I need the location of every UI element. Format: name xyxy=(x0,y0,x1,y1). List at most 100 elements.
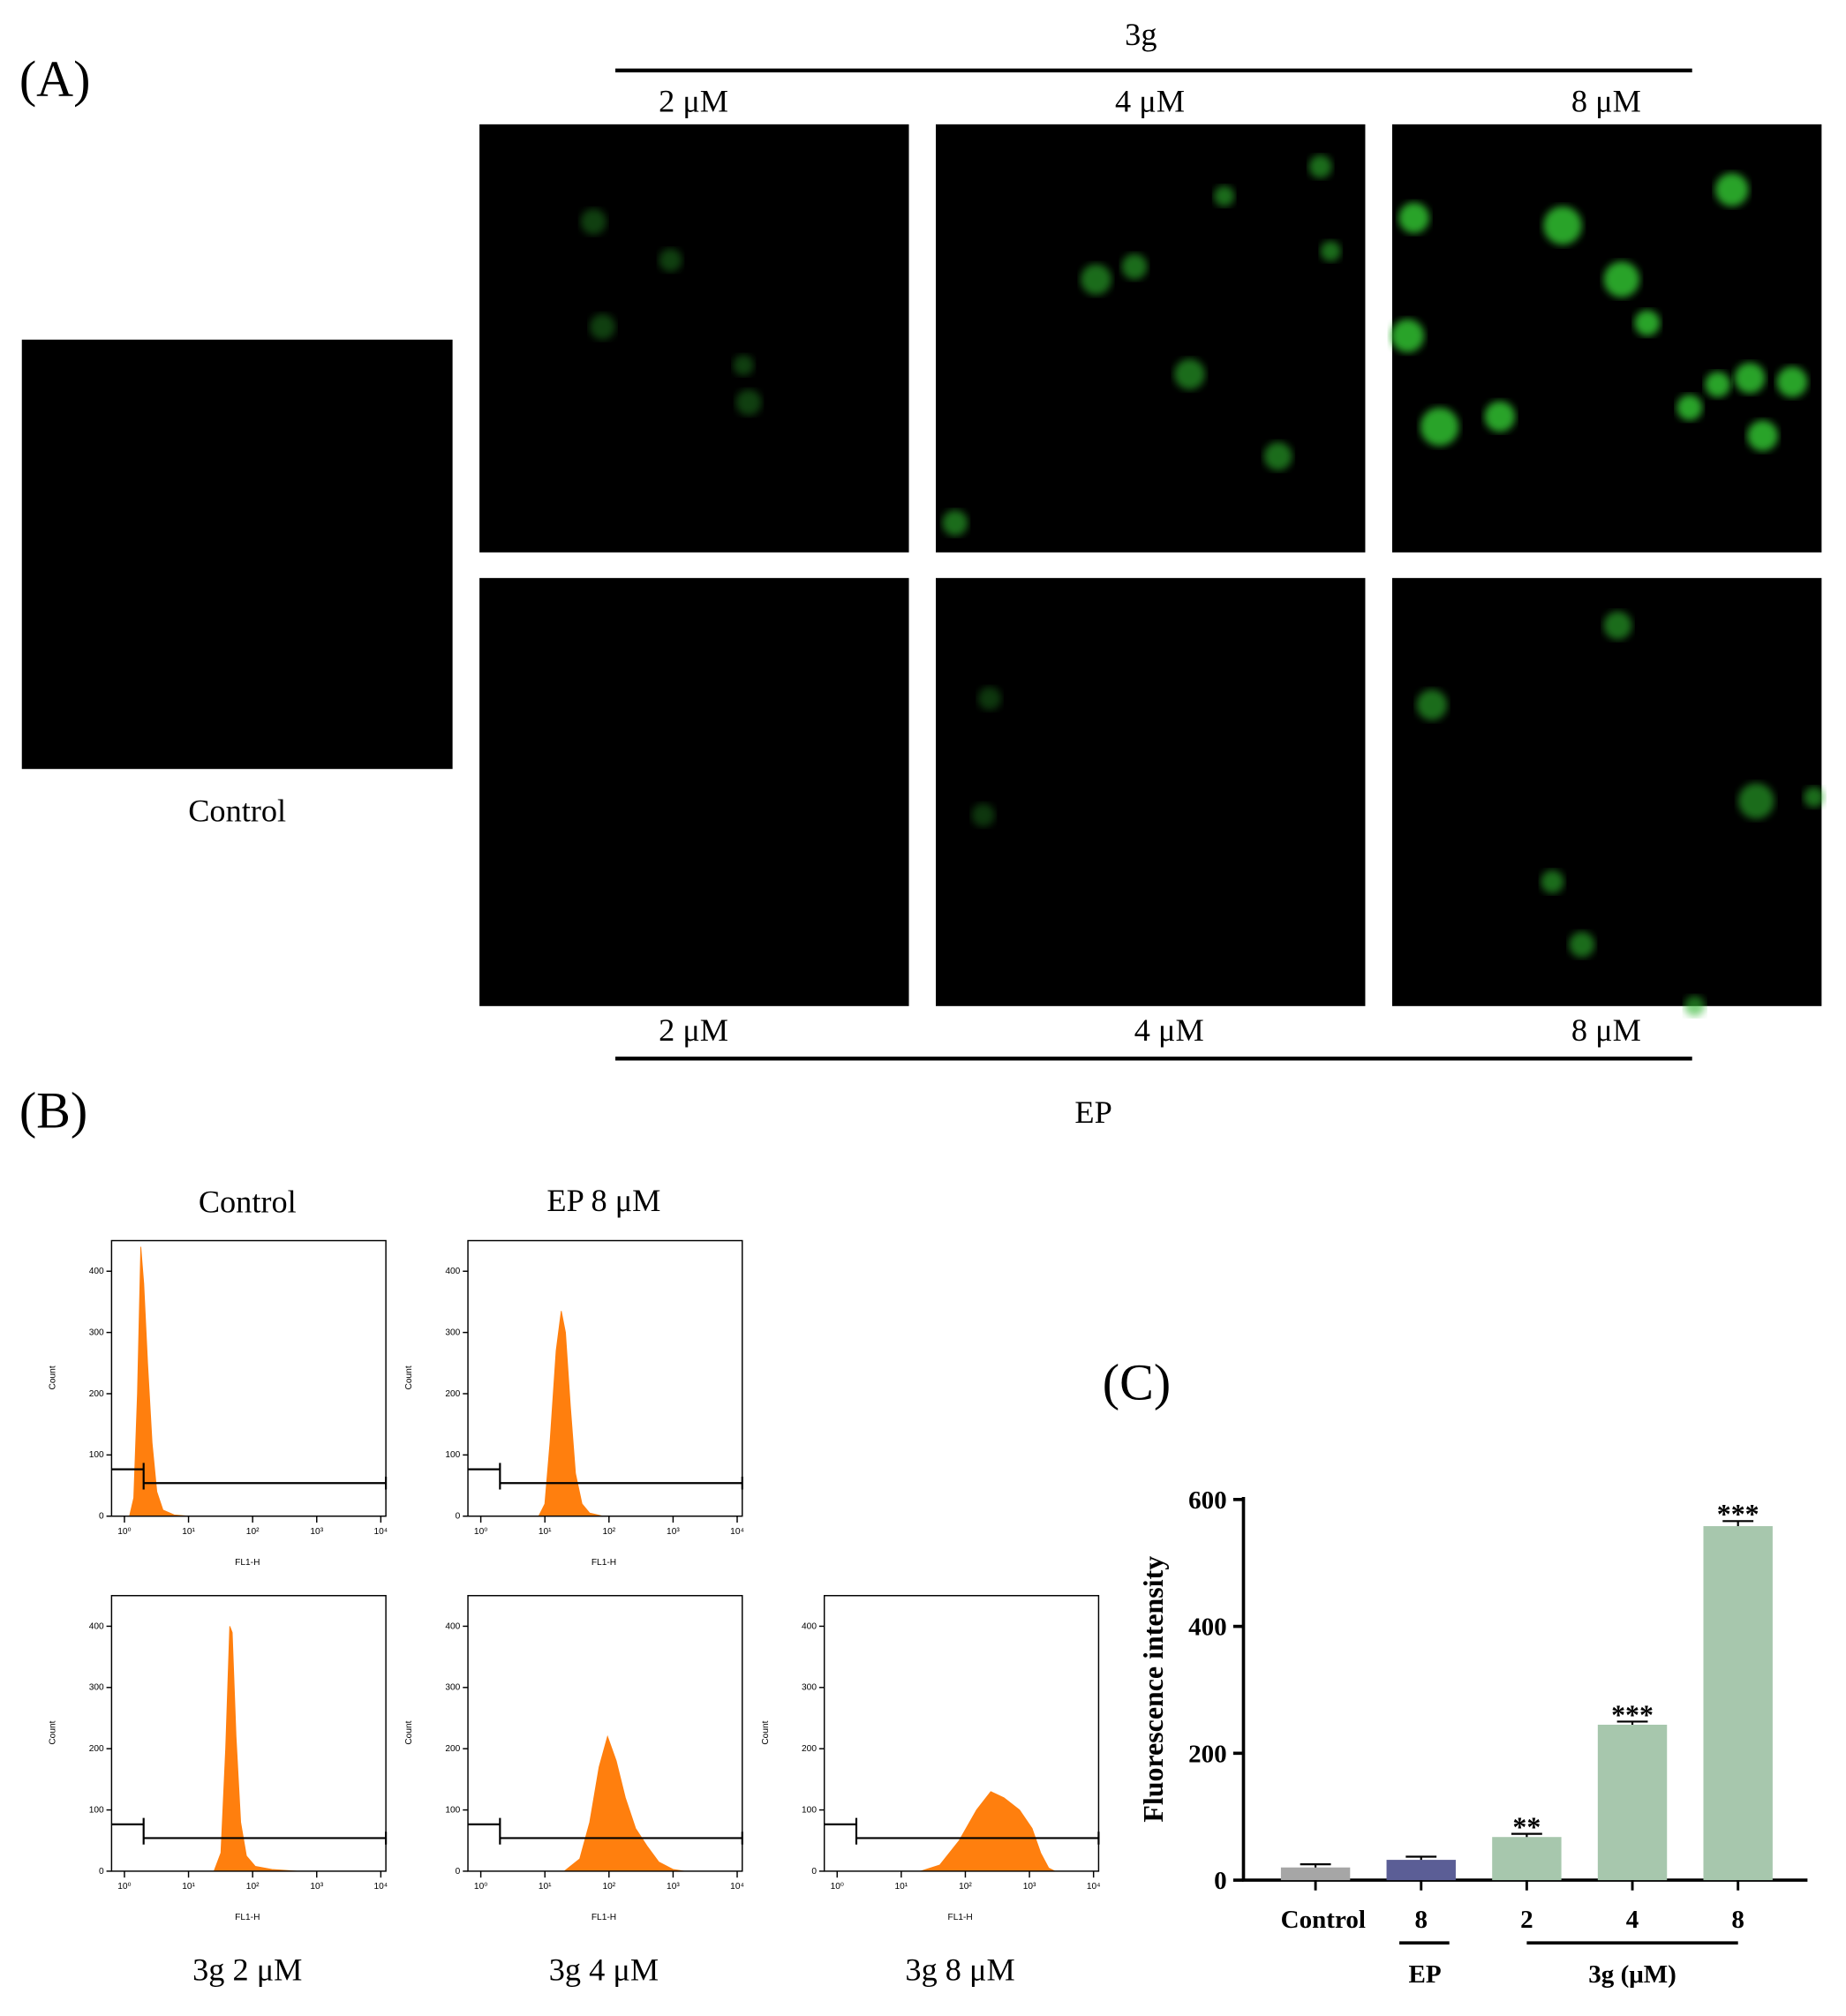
x-tick-label: 10² xyxy=(246,1882,260,1892)
x-tick-label: 10⁴ xyxy=(374,1882,388,1892)
x-tick-label: 10⁰ xyxy=(474,1527,487,1537)
x-tick-label: 10¹ xyxy=(895,1882,908,1892)
x-tick-label: 10¹ xyxy=(539,1882,552,1892)
y-tick-label: 400 xyxy=(445,1621,460,1631)
chart-title: Control xyxy=(199,1185,297,1220)
panel-label: (A) xyxy=(19,50,91,108)
y-axis-label: Count xyxy=(48,1720,57,1744)
column-label: 4 μM xyxy=(1115,83,1185,118)
y-tick-label: 0 xyxy=(456,1867,461,1877)
x-tick-label: 10² xyxy=(246,1527,260,1537)
x-tick-label: 10³ xyxy=(310,1882,323,1892)
error-bar xyxy=(1511,1832,1542,1838)
error-bar xyxy=(1722,1520,1754,1527)
y-tick-label: 100 xyxy=(89,1450,104,1460)
y-tick-label: 300 xyxy=(445,1328,460,1338)
y-axis-label: Count xyxy=(761,1720,771,1744)
x-tick-label: 8 xyxy=(1414,1906,1428,1934)
panel-label: (C) xyxy=(1103,1354,1171,1411)
plot-frame xyxy=(467,1239,743,1517)
column-label: 2 μM xyxy=(659,1012,728,1048)
x-tick-label: 10¹ xyxy=(182,1882,195,1892)
x-tick-label: 10³ xyxy=(667,1527,680,1537)
plot-frame xyxy=(823,1595,1100,1872)
micrograph xyxy=(936,124,1366,553)
x-axis-label: FL1-H xyxy=(235,1558,260,1568)
significance-label: *** xyxy=(1717,1499,1759,1530)
group-label: 3g xyxy=(1125,17,1157,52)
micrograph xyxy=(21,339,453,770)
group-label: EP xyxy=(1074,1095,1111,1130)
y-tick-label: 100 xyxy=(802,1805,817,1815)
group-label: EP xyxy=(1409,1960,1442,1989)
x-tick-label: 2 xyxy=(1520,1906,1533,1934)
histogram-area xyxy=(920,1791,1056,1872)
x-tick-label: 10⁰ xyxy=(474,1882,487,1892)
group-label: 3g (μM) xyxy=(1588,1960,1676,1989)
y-tick-label: 300 xyxy=(802,1683,817,1693)
x-tick-label: 10⁴ xyxy=(374,1527,388,1537)
x-tick-label: 10¹ xyxy=(182,1527,195,1537)
x-tick-label: 8 xyxy=(1731,1906,1744,1934)
plot-frame xyxy=(110,1595,387,1872)
x-tick-label: 10⁰ xyxy=(117,1882,131,1892)
panel-label: (B) xyxy=(19,1082,87,1140)
y-tick-label: 200 xyxy=(1188,1741,1227,1769)
x-tick-label: 10⁰ xyxy=(831,1882,844,1892)
y-tick-label: 400 xyxy=(1188,1614,1227,1642)
x-tick-label: 10⁴ xyxy=(730,1882,744,1892)
micrograph xyxy=(936,577,1366,1006)
x-tick-label: 10² xyxy=(959,1882,972,1892)
error-bar xyxy=(1300,1863,1331,1868)
column-label: 8 μM xyxy=(1571,1012,1641,1048)
bar xyxy=(1280,1867,1351,1881)
x-axis-label: FL1-H xyxy=(591,1913,616,1922)
y-tick-label: 0 xyxy=(99,1512,104,1522)
histogram-area xyxy=(213,1626,298,1872)
significance-label: *** xyxy=(1611,1699,1654,1730)
chart-title: 3g 8 μM xyxy=(905,1952,1014,1987)
y-tick-label: 200 xyxy=(802,1744,817,1754)
micrographs xyxy=(21,124,1825,1017)
x-tick-label: 10⁴ xyxy=(1087,1882,1101,1892)
bar xyxy=(1492,1837,1562,1881)
plot-frame xyxy=(110,1239,387,1517)
y-axis-label: Count xyxy=(404,1365,414,1389)
y-tick-label: 200 xyxy=(445,1389,460,1399)
x-axis-label: FL1-H xyxy=(947,1913,972,1922)
y-tick-label: 0 xyxy=(99,1867,104,1877)
x-tick-label: 10⁴ xyxy=(730,1527,744,1537)
x-tick-label: 10² xyxy=(602,1527,615,1537)
y-tick-label: 100 xyxy=(445,1805,460,1815)
y-tick-label: 300 xyxy=(445,1683,460,1693)
micrograph xyxy=(479,577,909,1006)
bar xyxy=(1597,1724,1668,1881)
x-tick-label: 4 xyxy=(1626,1906,1639,1934)
bar xyxy=(1386,1860,1456,1881)
control-label: Control xyxy=(188,794,286,829)
x-tick-label: 10³ xyxy=(310,1527,323,1537)
x-tick-label: 10⁰ xyxy=(117,1527,131,1537)
plot-frame xyxy=(467,1595,743,1872)
y-tick-label: 600 xyxy=(1188,1486,1227,1515)
y-axis-label: Fluorescence intensity xyxy=(1138,1556,1169,1823)
significance-label: ** xyxy=(1512,1812,1541,1843)
error-bar xyxy=(1405,1855,1437,1861)
chart-title: 3g 2 μM xyxy=(192,1952,302,1987)
y-tick-label: 0 xyxy=(811,1867,817,1877)
y-tick-label: 200 xyxy=(89,1744,104,1754)
x-tick-label: 10¹ xyxy=(539,1527,552,1537)
error-bar xyxy=(1616,1720,1648,1725)
bar xyxy=(1703,1526,1773,1881)
column-label: 4 μM xyxy=(1134,1012,1204,1048)
y-axis-label: Count xyxy=(48,1365,57,1389)
y-tick-label: 400 xyxy=(802,1621,817,1631)
x-tick-label: 10³ xyxy=(1023,1882,1036,1892)
x-tick-label: 10² xyxy=(602,1882,615,1892)
histogram-area xyxy=(538,1311,603,1517)
y-tick-label: 300 xyxy=(89,1683,104,1693)
x-tick-label: 10³ xyxy=(667,1882,680,1892)
y-tick-label: 0 xyxy=(456,1512,461,1522)
y-axis-label: Count xyxy=(404,1720,414,1744)
x-tick-label: Control xyxy=(1281,1906,1366,1934)
